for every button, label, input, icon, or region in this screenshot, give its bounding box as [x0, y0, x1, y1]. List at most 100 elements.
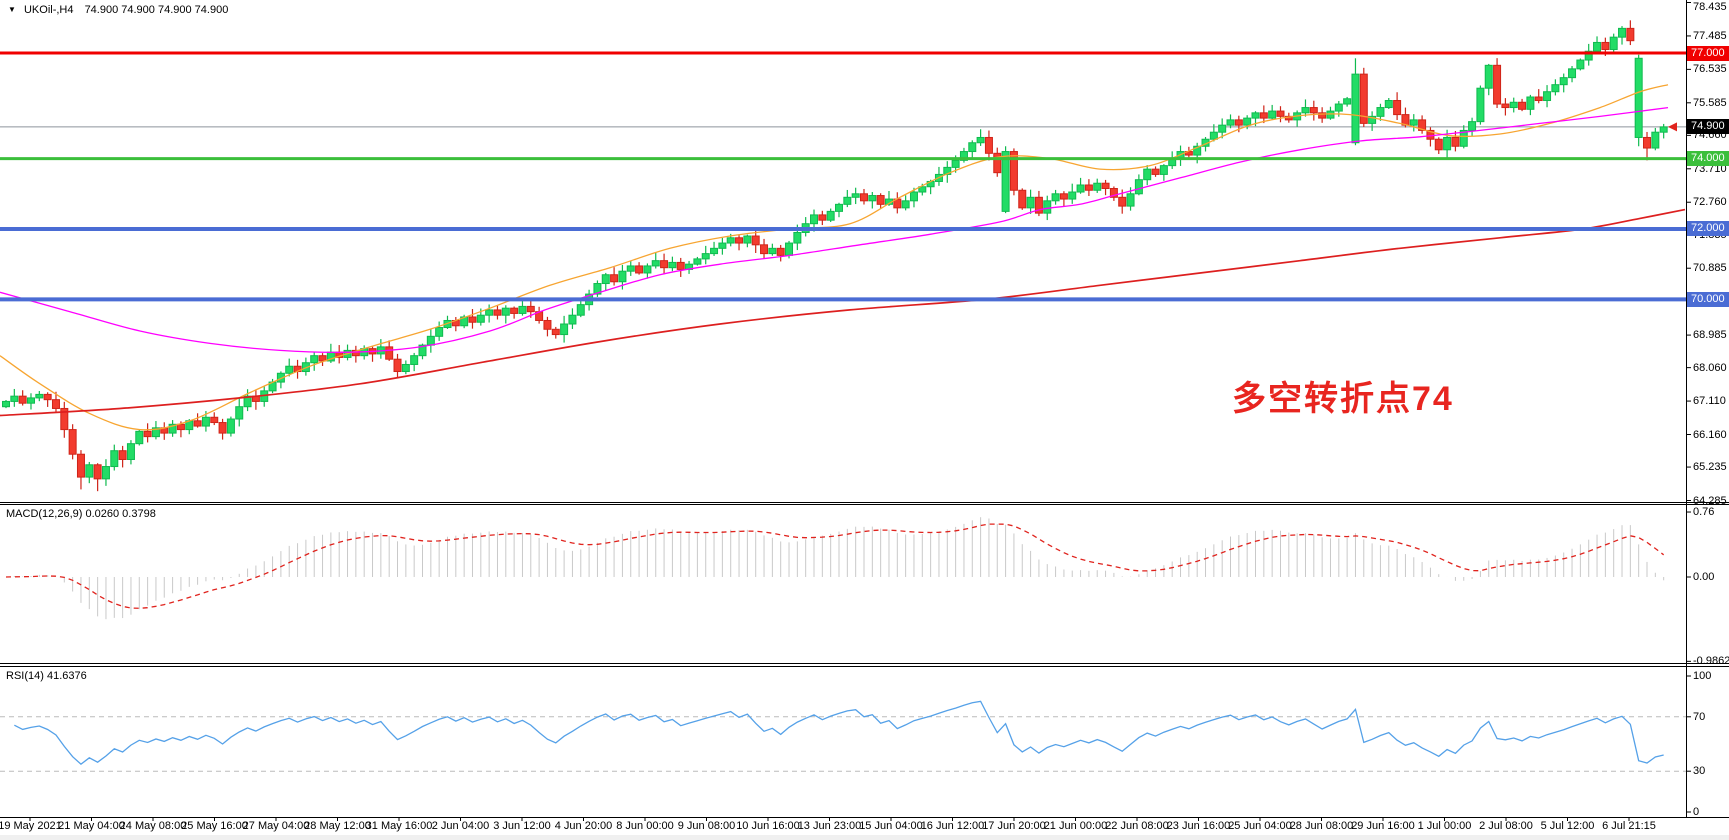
price-axis-label: 64.285: [1693, 494, 1727, 507]
ma-fast-orange: [0, 84, 1669, 431]
candle: [851, 193, 860, 198]
candle: [868, 195, 877, 202]
candle: [93, 464, 102, 480]
candle: [810, 214, 819, 225]
candle: [18, 395, 27, 404]
candle: [1151, 168, 1160, 175]
date-axis-label: 28 Jun 08:00: [1289, 820, 1354, 832]
candle: [1443, 136, 1452, 151]
candle: [226, 418, 235, 434]
date-axis-label: 2 Jul 08:00: [1479, 820, 1533, 832]
candle: [1509, 101, 1518, 109]
candle: [310, 355, 319, 364]
symbol-quote-bar: ▼ UKOil-,H4 74.900 74.900 74.900 74.900: [8, 4, 228, 16]
candle: [835, 203, 843, 212]
price-axis-label: 77.485: [1693, 29, 1727, 42]
price-axis-label: 78.435: [1693, 1, 1727, 13]
macd-indicator-label: MACD(12,26,9) 0.0260 0.3798: [6, 508, 156, 520]
last-price-arrow-icon: [1668, 122, 1677, 132]
candle: [26, 397, 35, 404]
candle: [101, 466, 110, 480]
candle: [1559, 77, 1568, 86]
candle: [1068, 191, 1077, 200]
date-axis-label: 5 Jul 12:00: [1540, 820, 1595, 832]
candle: [1351, 73, 1360, 144]
candle: [201, 416, 210, 427]
candle: [1493, 64, 1502, 105]
price-badge: 74.000: [1687, 151, 1729, 167]
candle: [1234, 119, 1243, 126]
candle: [1368, 115, 1377, 124]
candle: [143, 430, 152, 438]
date-axis-label: 2 Jun 04:00: [431, 820, 490, 832]
candle: [1376, 107, 1385, 117]
date-axis-label: 9 Jun 08:00: [677, 820, 736, 832]
price-axis-label: 68.985: [1693, 329, 1727, 342]
date-axis-label: 21 Jun 00:00: [1043, 820, 1108, 832]
candle: [1459, 129, 1468, 147]
candle: [135, 430, 144, 445]
candle: [618, 270, 627, 283]
candle: [626, 265, 635, 272]
symbol-label: UKOil-,H4: [23, 4, 74, 16]
candle: [1109, 188, 1118, 198]
candle: [968, 142, 977, 153]
price-axis-label: 65.235: [1693, 461, 1727, 474]
collapse-triangle-icon[interactable]: ▼: [8, 5, 16, 14]
candle: [1343, 98, 1352, 105]
candle: [676, 261, 685, 270]
candle: [401, 363, 410, 373]
date-axis-label: 6 Jul 21:15: [1602, 820, 1656, 832]
candle: [85, 464, 94, 478]
candle: [643, 265, 652, 274]
date-axis-label: 23 Jun 16:00: [1166, 820, 1231, 832]
candle: [1584, 50, 1593, 61]
macd-title: MACD(12,26,9): [6, 508, 83, 520]
candle: [551, 328, 560, 336]
candle: [1593, 41, 1602, 52]
price-axis-label: 75.585: [1693, 96, 1727, 109]
candle: [593, 283, 602, 295]
candle: [726, 237, 735, 244]
candle: [901, 200, 910, 209]
candle: [1418, 119, 1427, 131]
date-axis-label: 15 Jun 04:00: [859, 820, 923, 832]
candle: [1268, 110, 1277, 119]
candle: [218, 422, 227, 434]
candle: [1118, 196, 1127, 207]
candle: [1318, 112, 1327, 119]
candle: [1059, 193, 1068, 200]
date-axis-label: 29 Jun 16:00: [1351, 820, 1415, 832]
macd-axis-label: 0.00: [1693, 571, 1715, 583]
date-axis-label: 31 May 16:00: [365, 820, 433, 832]
candle: [1076, 184, 1085, 193]
date-axis-label: 13 Jun 23:00: [797, 820, 862, 832]
candle: [501, 307, 510, 316]
candle: [768, 247, 777, 255]
candle: [243, 395, 252, 408]
candle: [1518, 101, 1527, 110]
macd-axis-label: -0.9862: [1693, 655, 1729, 668]
candle: [468, 316, 477, 323]
candle: [485, 309, 494, 316]
date-axis-label: 27 May 04:00: [242, 820, 310, 832]
candle: [1609, 36, 1618, 50]
candle: [351, 349, 360, 357]
candle: [1384, 100, 1393, 109]
candle: [1651, 131, 1660, 149]
candle: [1251, 112, 1260, 119]
candle: [168, 423, 177, 434]
candle: [735, 237, 744, 244]
ma-mid-magenta: [0, 106, 1669, 353]
candle: [576, 304, 585, 316]
candle: [918, 186, 927, 193]
candle: [668, 261, 677, 269]
candle: [1434, 138, 1443, 151]
candle: [1126, 193, 1135, 207]
candle: [701, 253, 710, 260]
macd-values: 0.0260 0.3798: [85, 508, 156, 520]
candle: [776, 247, 785, 256]
candle: [1093, 182, 1102, 191]
